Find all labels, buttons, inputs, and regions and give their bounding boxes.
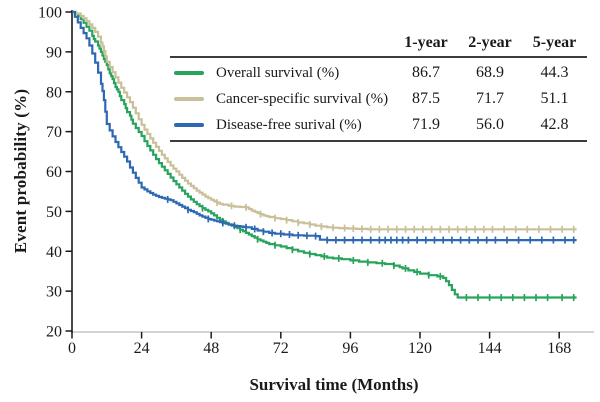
x-tick-label: 48	[203, 340, 219, 357]
disease-free-survival-curve	[72, 10, 577, 242]
legend-col-5-year: 5-year	[532, 34, 577, 51]
legend-table-body: Overall survival (%) 86.7 68.9 44.3 Canc…	[170, 56, 587, 142]
y-axis-title: Event probability (%)	[11, 88, 30, 254]
y-tick-label: 80	[46, 84, 62, 101]
overall-survival-curve	[72, 10, 577, 299]
x-tick-label: 0	[68, 340, 76, 357]
y-tick-label: 50	[46, 204, 62, 221]
y-tick-label: 40	[46, 244, 62, 261]
cancer-specific-survival-curve	[72, 10, 577, 231]
y-tick-label: 20	[46, 324, 62, 341]
y-tick-label: 60	[46, 164, 62, 181]
disease-free-5yr-value: 42.8	[540, 116, 569, 133]
y-tick-label: 90	[46, 44, 62, 61]
overall-survival-line-swatch	[174, 71, 204, 75]
disease-free-1yr-value: 71.9	[412, 116, 440, 133]
x-axis-title: Survival time (Months)	[249, 375, 419, 394]
overall-2yr-value: 68.9	[476, 64, 504, 81]
cancer-specific-5yr-value: 51.1	[540, 90, 569, 107]
x-tick-label: 96	[342, 340, 358, 357]
disease-free-line-swatch	[174, 123, 204, 127]
x-tick-label: 72	[273, 340, 289, 357]
x-tick-label: 24	[134, 340, 150, 357]
legend-table-header: 1-year 2-year 5-year	[170, 30, 587, 56]
overall-5yr-value: 44.3	[540, 64, 569, 81]
legend-col-1-year: 1-year	[404, 34, 448, 51]
legend-row-label: Disease-free surival (%)	[216, 116, 362, 133]
y-tick-label: 100	[38, 5, 62, 22]
x-tick-label: 168	[547, 340, 571, 357]
y-tick-label: 30	[46, 284, 62, 301]
legend-row-label: Cancer-specific survival (%)	[216, 90, 389, 107]
legend-table: 1-year 2-year 5-year Overall survival (%…	[170, 30, 587, 142]
legend-row-cancer-specific-survival: Cancer-specific survival (%) 87.5 71.7 5…	[170, 86, 587, 112]
legend-row-label: Overall survival (%)	[216, 64, 340, 81]
overall-1yr-value: 86.7	[412, 64, 440, 81]
cancer-specific-1yr-value: 87.5	[412, 90, 440, 107]
y-tick-label: 70	[46, 124, 62, 141]
cancer-specific-2yr-value: 71.7	[476, 90, 504, 107]
legend-col-2-year: 2-year	[468, 34, 512, 51]
cancer-specific-line-swatch	[174, 97, 204, 101]
legend-row-overall-survival: Overall survival (%) 86.7 68.9 44.3	[170, 60, 587, 86]
disease-free-2yr-value: 56.0	[476, 116, 504, 133]
x-tick-label: 120	[408, 340, 432, 357]
legend-row-disease-free-survival: Disease-free surival (%) 71.9 56.0 42.8	[170, 112, 587, 138]
x-tick-label: 144	[478, 340, 502, 357]
